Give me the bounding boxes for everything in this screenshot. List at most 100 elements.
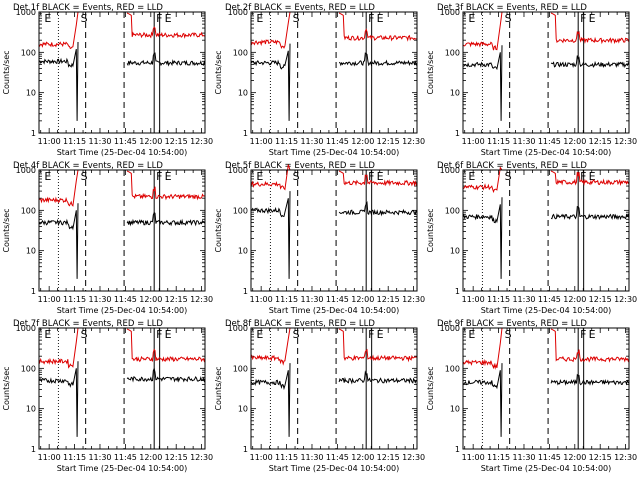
series-events-line <box>38 203 206 279</box>
y-tick-label: 100 <box>445 206 460 215</box>
plot-frame <box>38 327 206 450</box>
x-tick-label: 11:30 <box>88 295 111 304</box>
x-tick-label: 12:15 <box>589 137 612 146</box>
marker-label-f: F <box>156 170 162 183</box>
x-tick-label: 11:00 <box>38 137 61 146</box>
x-tick-label: 11:15 <box>487 137 510 146</box>
x-axis-label: Start Time (25-Dec-04 10:54:00) <box>269 306 400 315</box>
plot-frame <box>250 169 418 292</box>
x-tick-label: 11:00 <box>250 453 273 462</box>
x-tick-label: 11:00 <box>38 295 61 304</box>
x-axis-label: Start Time (25-Dec-04 10:54:00) <box>57 464 188 473</box>
x-tick-label: 11:00 <box>250 295 273 304</box>
x-tick-label: 12:00 <box>563 137 586 146</box>
y-tick-label: 1000 <box>440 324 460 333</box>
panel-title: Det 4f BLACK = Events, RED = LLD <box>13 161 163 171</box>
y-tick-label: 1 <box>31 129 36 138</box>
series-events-line <box>462 45 630 121</box>
x-tick-label: 11:15 <box>275 453 298 462</box>
marker-label-s: S <box>81 170 88 183</box>
x-axis-label: Start Time (25-Dec-04 10:54:00) <box>269 148 400 157</box>
x-tick-label: 12:00 <box>139 453 162 462</box>
x-tick-label: 11:15 <box>275 295 298 304</box>
y-tick-label: 1 <box>455 445 460 454</box>
x-tick-label: 11:15 <box>275 137 298 146</box>
x-tick-label: 12:00 <box>563 453 586 462</box>
x-tick-label: 11:15 <box>63 295 86 304</box>
series-events-line <box>38 361 206 437</box>
y-axis-label: Counts/sec <box>2 366 11 410</box>
series-events-line <box>250 363 418 437</box>
y-axis-label: Counts/sec <box>426 208 435 252</box>
x-axis-label: Start Time (25-Dec-04 10:54:00) <box>481 148 612 157</box>
x-tick-label: 11:00 <box>462 137 485 146</box>
marker-label-e: E <box>468 170 475 183</box>
panel-det-5: Det 5f BLACK = Events, RED = LLD Counts/s… <box>214 161 425 315</box>
y-tick-label: 10 <box>26 247 36 256</box>
marker-label-e: E <box>44 328 51 341</box>
y-axis-label: Counts/sec <box>214 366 223 410</box>
y-tick-label: 10 <box>238 405 248 414</box>
series-lld-line <box>38 327 206 369</box>
panel-det-7: Det 7f BLACK = Events, RED = LLD Counts/s… <box>2 319 213 473</box>
x-tick-label: 12:00 <box>139 137 162 146</box>
marker-label-e: E <box>256 12 263 25</box>
marker-label-f: F <box>156 12 162 25</box>
x-tick-label: 11:45 <box>114 295 137 304</box>
x-tick-label: 12:30 <box>190 137 213 146</box>
x-tick-label: 12:00 <box>351 453 374 462</box>
panel-det-9: Det 9f BLACK = Events, RED = LLD Counts/s… <box>426 319 637 473</box>
series-lld-line <box>462 327 630 370</box>
series-events-line <box>250 43 418 121</box>
x-tick-label: 12:15 <box>165 295 188 304</box>
y-tick-label: 1000 <box>440 166 460 175</box>
y-tick-label: 1000 <box>16 8 36 17</box>
series-lld-line <box>250 164 418 191</box>
x-tick-label: 11:45 <box>114 137 137 146</box>
x-tick-label: 12:30 <box>190 453 213 462</box>
y-tick-label: 10 <box>26 405 36 414</box>
x-tick-label: 11:45 <box>326 453 349 462</box>
y-tick-label: 100 <box>445 48 460 57</box>
x-tick-label: 12:30 <box>402 137 425 146</box>
x-tick-label: 11:45 <box>114 453 137 462</box>
marker-label-e: E <box>589 12 596 25</box>
marker-label-f: F <box>580 12 586 25</box>
marker-label-e: E <box>377 170 384 183</box>
x-tick-label: 11:45 <box>538 137 561 146</box>
x-axis-label: Start Time (25-Dec-04 10:54:00) <box>481 306 612 315</box>
y-tick-label: 1000 <box>16 166 36 175</box>
plot-frame <box>250 11 418 134</box>
y-axis-label: Counts/sec <box>214 50 223 94</box>
x-tick-label: 11:30 <box>512 295 535 304</box>
marker-label-e: E <box>44 12 51 25</box>
y-tick-label: 1 <box>243 129 248 138</box>
marker-label-s: S <box>505 170 512 183</box>
x-tick-label: 12:15 <box>589 453 612 462</box>
marker-label-e: E <box>589 328 596 341</box>
y-tick-label: 10 <box>450 89 460 98</box>
y-tick-label: 1000 <box>16 324 36 333</box>
y-tick-label: 100 <box>233 48 248 57</box>
marker-label-e: E <box>468 328 475 341</box>
x-tick-label: 11:15 <box>63 453 86 462</box>
y-tick-label: 1 <box>243 445 248 454</box>
panel-title: Det 7f BLACK = Events, RED = LLD <box>13 319 163 329</box>
x-axis-label: Start Time (25-Dec-04 10:54:00) <box>57 306 188 315</box>
marker-label-e: E <box>165 12 172 25</box>
x-tick-label: 12:15 <box>165 137 188 146</box>
x-tick-label: 11:30 <box>300 295 323 304</box>
y-tick-label: 1000 <box>440 8 460 17</box>
marker-label-s: S <box>81 12 88 25</box>
y-tick-label: 100 <box>233 206 248 215</box>
y-tick-label: 1 <box>455 129 460 138</box>
x-tick-label: 11:15 <box>487 453 510 462</box>
x-tick-label: 11:45 <box>538 295 561 304</box>
x-tick-label: 11:00 <box>38 453 61 462</box>
marker-label-e: E <box>377 328 384 341</box>
x-tick-label: 11:00 <box>250 137 273 146</box>
y-axis-label: Counts/sec <box>426 366 435 410</box>
x-tick-label: 12:15 <box>165 453 188 462</box>
y-tick-label: 10 <box>26 89 36 98</box>
